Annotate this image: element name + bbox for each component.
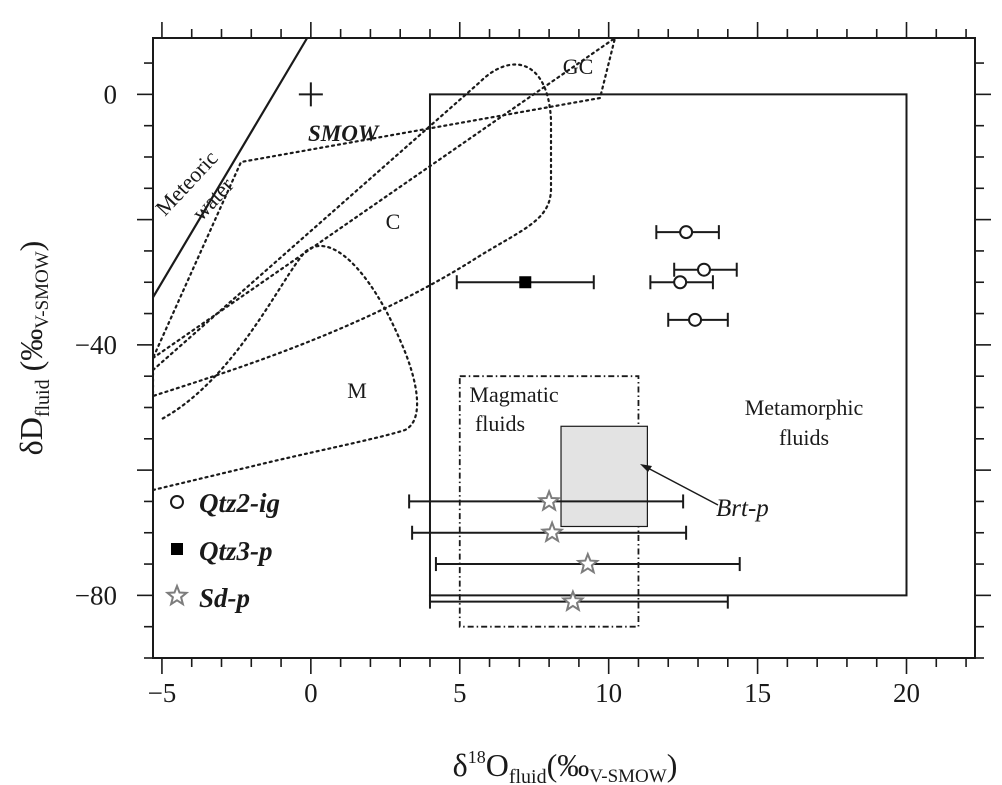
- dotted-regions: [153, 38, 617, 492]
- y-axis-title-group: δDfluid (‰V-SMOW): [13, 241, 54, 456]
- x-tick-label: 10: [595, 678, 622, 708]
- y-title-unit-sub: V-SMOW: [32, 251, 53, 328]
- point-s2-p2: [575, 551, 600, 575]
- field-box-0: [428, 93, 908, 597]
- brt-callout-arrow: [643, 465, 719, 506]
- legend-label-qtz3: Qtz3-p: [199, 536, 273, 566]
- point-s2-p3: [560, 588, 586, 612]
- meteoric-water-line: [152, 37, 309, 298]
- x-axis-title: δ18Ofluid(‰V-SMOW): [453, 747, 678, 785]
- series-layer: [408, 225, 741, 612]
- x-title-sub: fluid: [509, 766, 547, 785]
- point-s0-p0: [679, 225, 694, 240]
- magmatic-label-line2: fluids: [475, 411, 525, 436]
- meteoric-water-label: Meteoric water: [150, 145, 239, 225]
- ticks-layer: −5 0 5 10 15 20 0 −40 −80: [75, 22, 991, 708]
- point-s2-p1: [539, 519, 565, 544]
- legend-marker-qtz3: [171, 543, 183, 555]
- legend: Qtz2-ig Qtz3-p Sd-p: [164, 488, 280, 613]
- fields-layer: [428, 93, 908, 628]
- c-field-outline: [153, 63, 553, 398]
- x-tick-label: 0: [304, 678, 318, 708]
- x-tick-label: −5: [148, 678, 177, 708]
- point-s0-p1: [696, 262, 711, 277]
- x-tick-label: 15: [744, 678, 771, 708]
- gc-field-outline: [153, 38, 617, 360]
- magmatic-label-line1: Magmatic: [469, 382, 558, 407]
- point-s0-p2: [673, 275, 688, 290]
- x-title-unit-close: ): [667, 747, 678, 783]
- x-title-sup: 18: [468, 747, 486, 767]
- region-label-c: C: [386, 209, 401, 234]
- x-title-unit-sub: V-SMOW: [589, 766, 666, 785]
- y-title-unit-close: ): [13, 241, 49, 252]
- y-axis-title: δDfluid (‰V-SMOW): [13, 241, 54, 456]
- region-label-gc: GC: [563, 54, 594, 79]
- m-field-outline: [153, 245, 419, 492]
- y-tick-label: −80: [75, 580, 117, 610]
- smow-label: SMOW: [308, 121, 380, 146]
- y-title-sub: fluid: [32, 379, 54, 417]
- reference-layer: [152, 37, 323, 298]
- metamorphic-label-line2: fluids: [779, 425, 829, 450]
- region-label-m: M: [347, 378, 367, 403]
- legend-marker-qtz2: [170, 495, 184, 509]
- point-s0-p3: [688, 312, 703, 327]
- brt-label: Brt-p: [716, 495, 769, 522]
- legend-label-sd: Sd-p: [199, 583, 250, 613]
- field-box-2: [560, 425, 648, 528]
- y-tick-label: −40: [75, 330, 117, 360]
- x-tick-label: 5: [453, 678, 467, 708]
- legend-label-qtz2: Qtz2-ig: [199, 488, 280, 518]
- x-title-main: O: [486, 747, 509, 783]
- brt-callout-arrowhead: [640, 464, 652, 472]
- x-tick-label: 20: [893, 678, 920, 708]
- x-title-unit-open: (‰: [547, 747, 590, 783]
- legend-marker-sd: [164, 583, 190, 607]
- y-tick-label: 0: [104, 79, 118, 109]
- x-title-symbol: δ: [453, 747, 468, 783]
- plot-frame: [152, 37, 976, 659]
- metamorphic-label-line1: Metamorphic: [745, 395, 864, 420]
- point-s2-p0: [536, 488, 562, 512]
- y-title-unit-open: (‰: [13, 329, 49, 380]
- y-title-symbol: δD: [13, 417, 49, 455]
- point-s1-p0: [519, 276, 532, 289]
